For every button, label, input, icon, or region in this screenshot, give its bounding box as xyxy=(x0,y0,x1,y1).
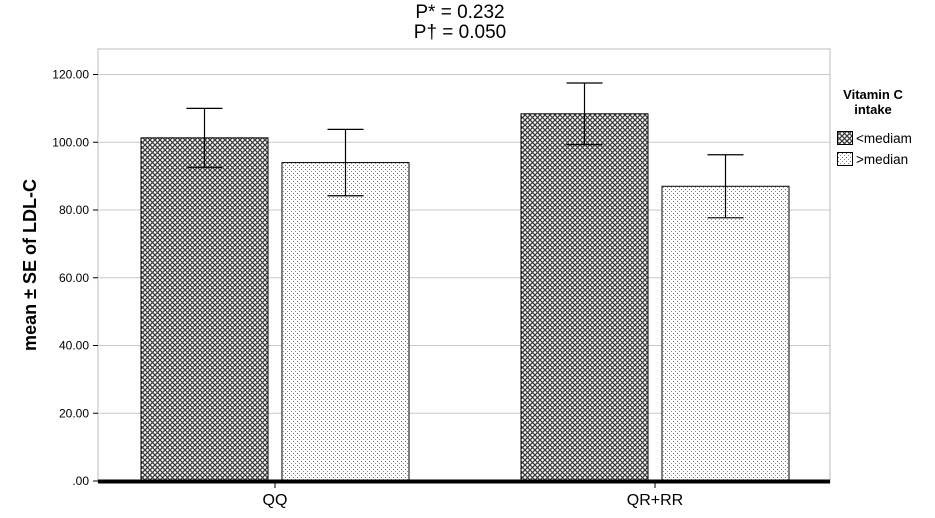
p-value-annotation-1: P* = 0.232 xyxy=(415,2,505,23)
bar xyxy=(520,113,649,482)
legend-label-above-median: >median xyxy=(856,151,909,167)
p-value-annotation-2: P† = 0.050 xyxy=(413,22,507,43)
y-tick-label: 20.00 xyxy=(59,406,89,420)
bar xyxy=(661,185,790,482)
legend-swatch-crosshatch xyxy=(837,131,853,145)
x-tick-label: QQ xyxy=(263,492,288,509)
error-bar xyxy=(327,128,364,197)
error-bars xyxy=(186,82,744,219)
bar xyxy=(140,137,269,482)
bars xyxy=(140,113,790,482)
y-tick-label: 60.00 xyxy=(59,271,89,285)
x-axis-ticks: QQ QR+RR xyxy=(263,483,683,509)
error-bar xyxy=(707,154,744,219)
error-bar xyxy=(186,107,223,168)
legend-label-below-median: <mediam xyxy=(856,130,912,146)
y-tick-label: 120.00 xyxy=(52,68,89,82)
y-tick-label: .00 xyxy=(72,474,89,488)
y-tick-label: 80.00 xyxy=(59,203,89,217)
x-tick-label: QR+RR xyxy=(627,492,683,509)
y-axis-ticks: .00 20.00 40.00 60.00 80.00 100.00 120.00 xyxy=(52,68,98,488)
y-tick-label: 40.00 xyxy=(59,339,89,353)
legend-title-line-1: Vitamin C xyxy=(843,87,903,102)
legend-title-line-2: intake xyxy=(854,102,892,117)
y-tick-label: 100.00 xyxy=(52,135,89,149)
error-bar xyxy=(566,82,603,146)
legend-swatch-dots xyxy=(837,152,853,166)
legend-item-above-median: >median xyxy=(837,151,908,167)
legend-item-below-median: <mediam xyxy=(837,130,912,146)
bar xyxy=(281,162,410,482)
y-axis-label: mean ± SE of LDL-C xyxy=(20,179,40,351)
